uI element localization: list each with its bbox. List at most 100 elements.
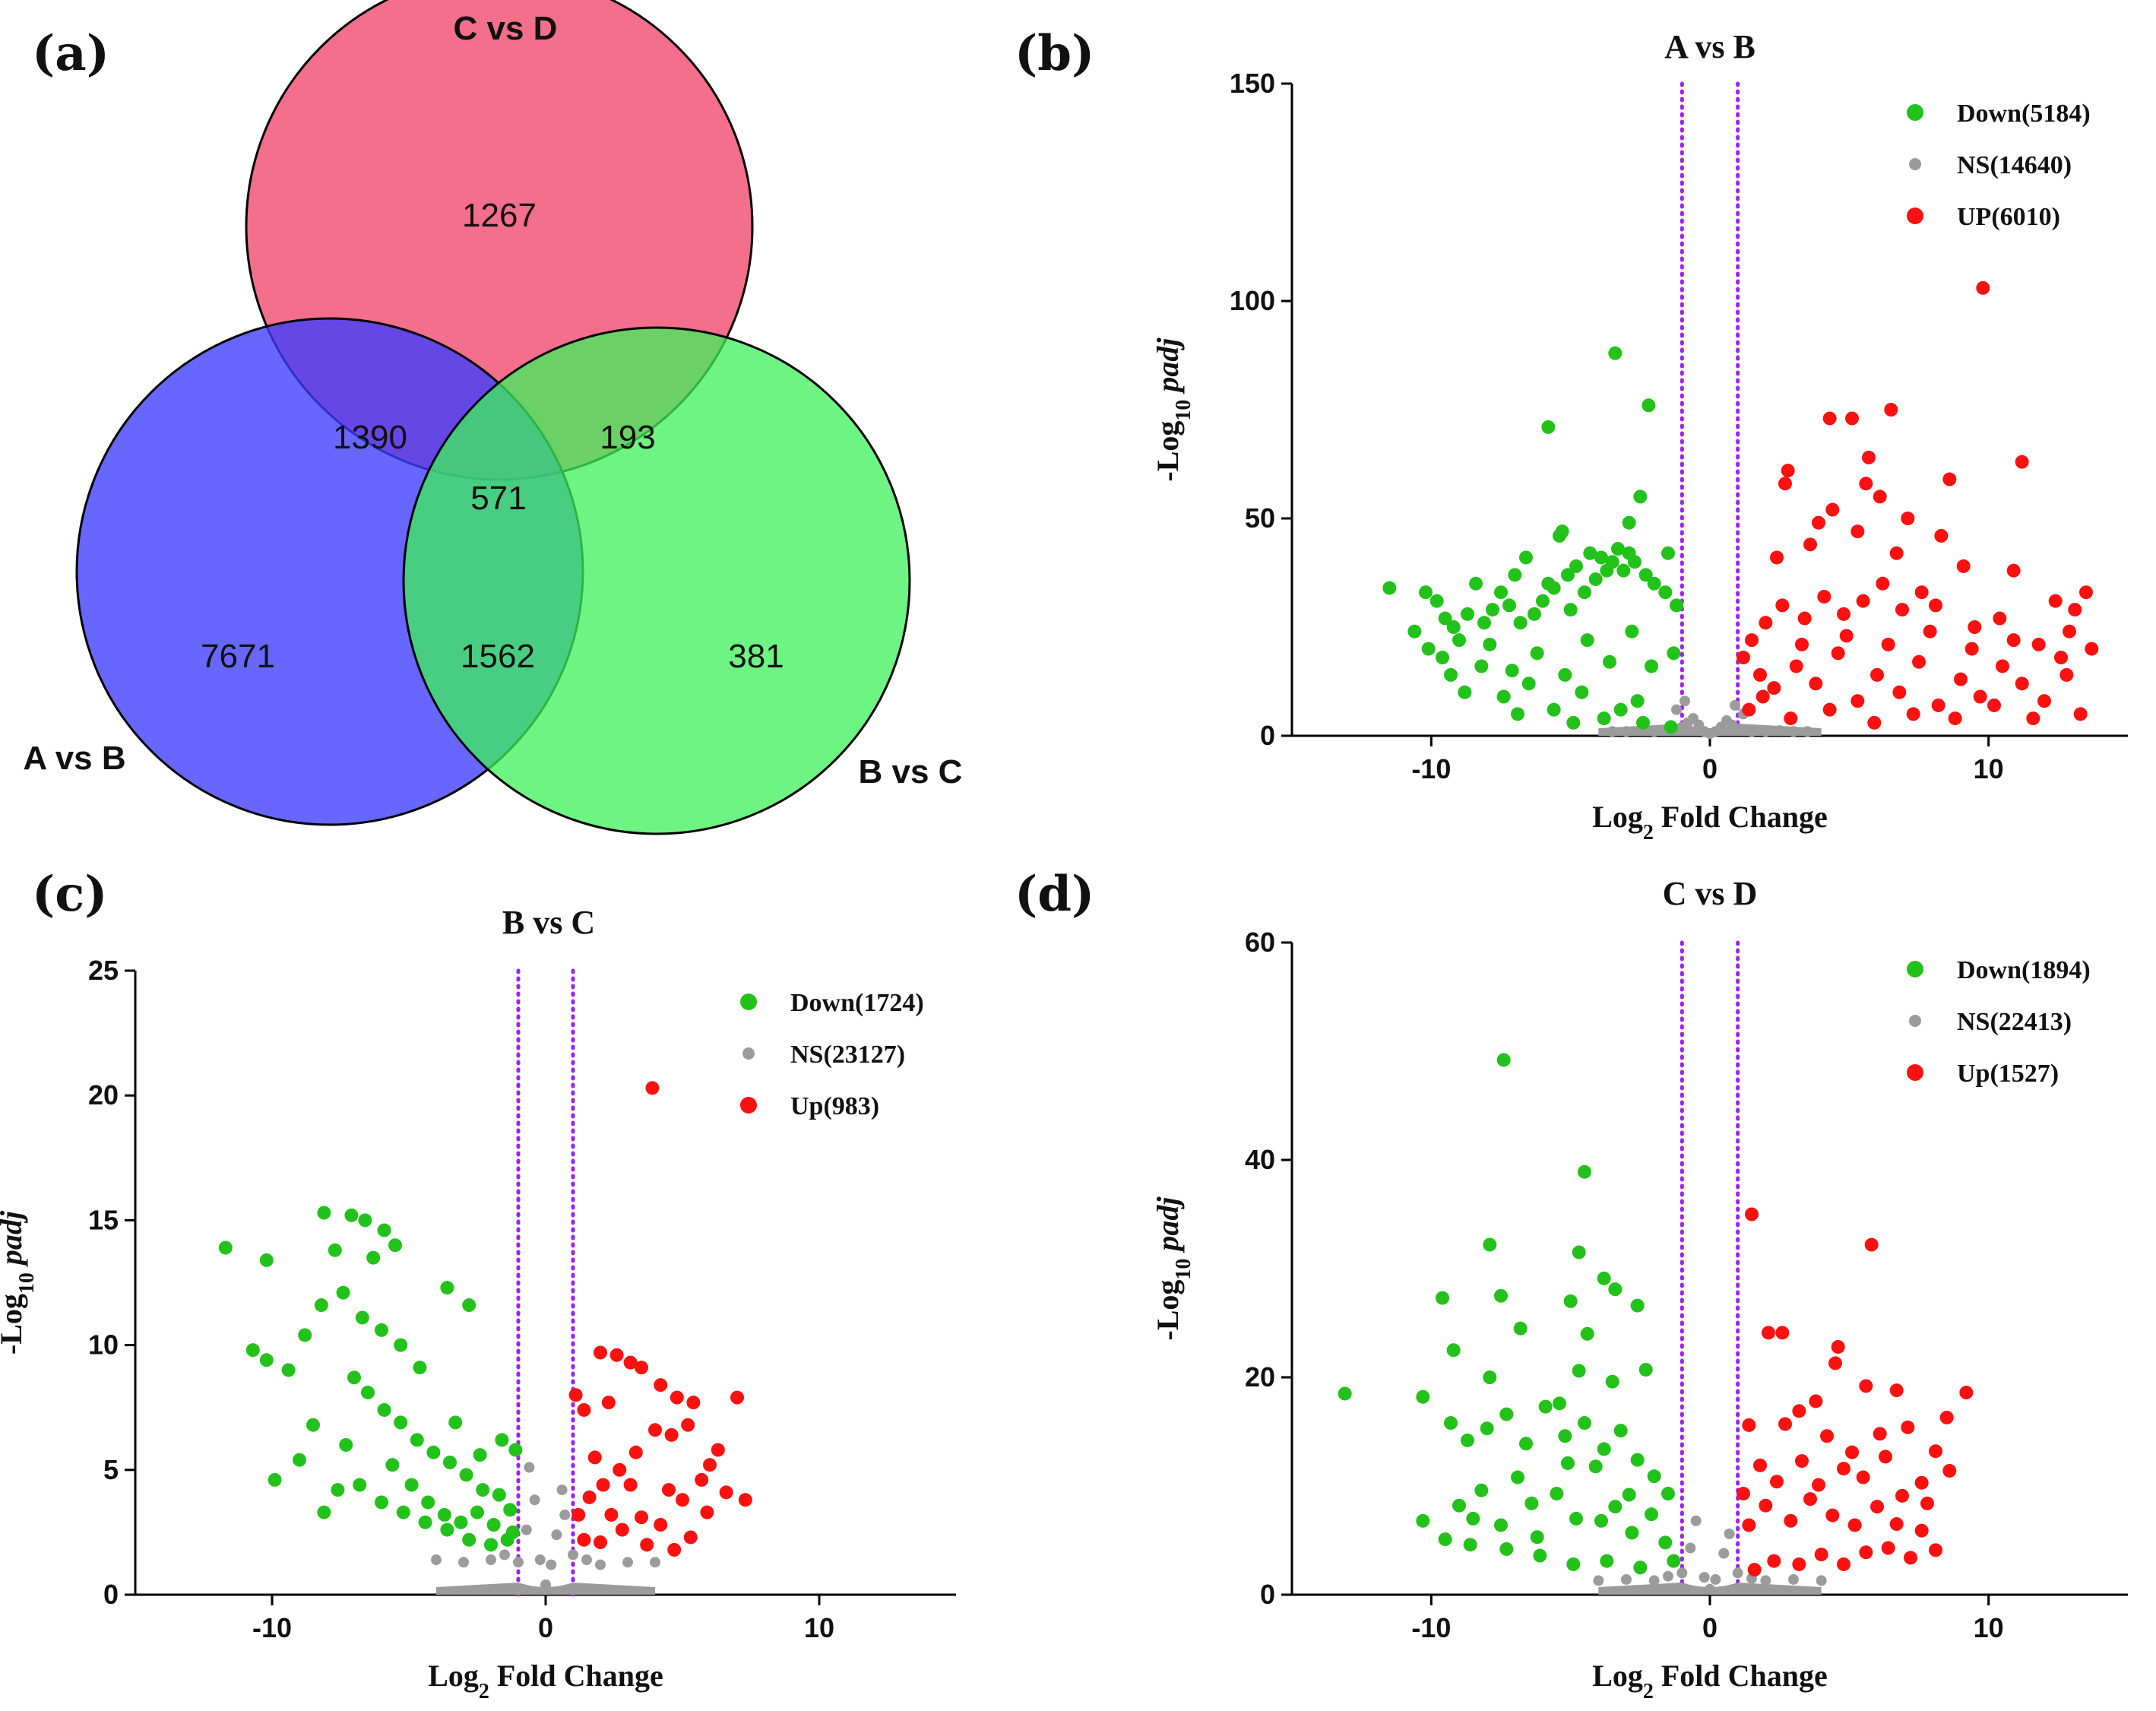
point-up <box>695 1472 709 1487</box>
point-down <box>394 1415 408 1430</box>
point-down <box>404 1478 419 1492</box>
point-down <box>1580 1326 1594 1341</box>
point-down <box>1594 1513 1608 1528</box>
point-up <box>1822 702 1837 717</box>
point-up <box>1847 1518 1862 1532</box>
point-up <box>1837 1557 1850 1571</box>
point-down <box>1521 676 1536 691</box>
point-up <box>1939 1410 1954 1424</box>
point-down <box>385 1458 400 1472</box>
point-up <box>1904 1551 1917 1565</box>
point-up <box>594 1535 607 1550</box>
point-up <box>1929 598 1942 613</box>
point-up <box>1775 1326 1790 1340</box>
point-up <box>1762 1326 1775 1340</box>
point-down <box>388 1238 402 1253</box>
point-down <box>1547 702 1561 717</box>
point-up <box>1809 1394 1823 1408</box>
point-down <box>462 1532 476 1547</box>
point-down <box>394 1338 408 1352</box>
y-tick-label: 50 <box>1245 502 1275 534</box>
legend-marker-ns <box>1909 158 1921 170</box>
point-up <box>1859 1545 1873 1560</box>
point-up <box>1850 694 1865 708</box>
point-up <box>686 1396 701 1410</box>
point-up <box>654 1518 668 1532</box>
legend-label-ns: NS(14640) <box>1957 151 2072 179</box>
point-down <box>1600 1554 1614 1568</box>
chart-title: B vs C <box>502 904 595 941</box>
point-down <box>1461 1433 1474 1447</box>
legend: Down(1894) NS(22413) Up(1527) <box>1907 956 2091 1088</box>
y-tick-label: 60 <box>1245 927 1275 958</box>
point-up <box>2037 694 2051 708</box>
point-down <box>1513 1321 1528 1336</box>
point-down <box>1608 1500 1623 1514</box>
point-up <box>635 1510 648 1525</box>
point-up <box>1948 711 1962 726</box>
x-tick-label: -10 <box>252 1612 292 1643</box>
point-down <box>1550 1487 1564 1501</box>
y-axis-label-subscript: 10 <box>1172 1259 1195 1280</box>
point-ns <box>529 1494 540 1506</box>
point-up <box>2031 637 2046 651</box>
point-up <box>1942 1463 1957 1478</box>
legend-label-ns: NS(22413) <box>1957 1008 2072 1036</box>
point-down <box>1438 1532 1452 1547</box>
chart-title: A vs B <box>1664 28 1756 65</box>
point-down <box>281 1363 296 1377</box>
y-tick-label: 0 <box>1260 720 1275 751</box>
point-down <box>353 1478 367 1492</box>
point-down <box>1444 667 1458 682</box>
point-down <box>484 1538 498 1552</box>
y-tick-label: 10 <box>88 1329 119 1361</box>
volcano-plot-b-vs-c: B vs C 0 5 10 15 20 25 -10 0 10 Log2 Fold Change -… <box>0 904 956 1703</box>
point-ns <box>1648 1575 1660 1586</box>
point-ns <box>1802 726 1813 737</box>
point-ns <box>1760 726 1771 737</box>
x-tick-label: 10 <box>1974 1612 2004 1643</box>
point-down <box>1638 568 1653 582</box>
point-down <box>1474 659 1489 673</box>
point-up <box>609 1348 624 1362</box>
point-up <box>640 1538 654 1552</box>
point-up <box>1828 1356 1842 1370</box>
point-up <box>662 1483 676 1497</box>
point-ns <box>568 1549 578 1560</box>
point-down <box>317 1505 331 1519</box>
point-ns <box>1607 726 1618 737</box>
point-down <box>1569 559 1583 573</box>
point-ns <box>1718 1548 1730 1559</box>
point-down <box>1483 1370 1497 1384</box>
x-axis-label: Log2 Fold Change <box>1592 1659 1828 1703</box>
point-up <box>1914 1523 1929 1538</box>
point-down <box>1583 546 1597 560</box>
point-down <box>1486 603 1499 617</box>
point-down <box>1338 1386 1352 1401</box>
point-up <box>1956 559 1971 573</box>
point-up <box>1770 550 1784 565</box>
point-up <box>568 1388 583 1402</box>
point-ns <box>1680 695 1690 707</box>
y-tick-label: 0 <box>103 1579 119 1610</box>
venn-count-only-bc: 381 <box>728 638 784 675</box>
point-down <box>1667 1554 1681 1568</box>
panel-label-c: (c) <box>32 866 108 923</box>
point-up <box>1812 515 1825 530</box>
point-ns <box>1710 1573 1721 1585</box>
point-down <box>1569 1511 1583 1526</box>
point-down <box>396 1505 410 1519</box>
point-up <box>1942 472 1957 486</box>
point-down <box>344 1208 359 1222</box>
point-down <box>1611 542 1625 556</box>
point-ns <box>1705 1583 1715 1595</box>
point-up <box>2063 624 2076 638</box>
point-down <box>1563 1294 1578 1308</box>
point-up <box>1929 1543 1942 1557</box>
point-up <box>2073 707 2088 721</box>
point-up <box>703 1458 717 1472</box>
point-down <box>1613 702 1628 717</box>
legend-marker-down <box>1907 104 1923 121</box>
point-up <box>594 1345 607 1360</box>
point-down <box>1667 646 1681 661</box>
